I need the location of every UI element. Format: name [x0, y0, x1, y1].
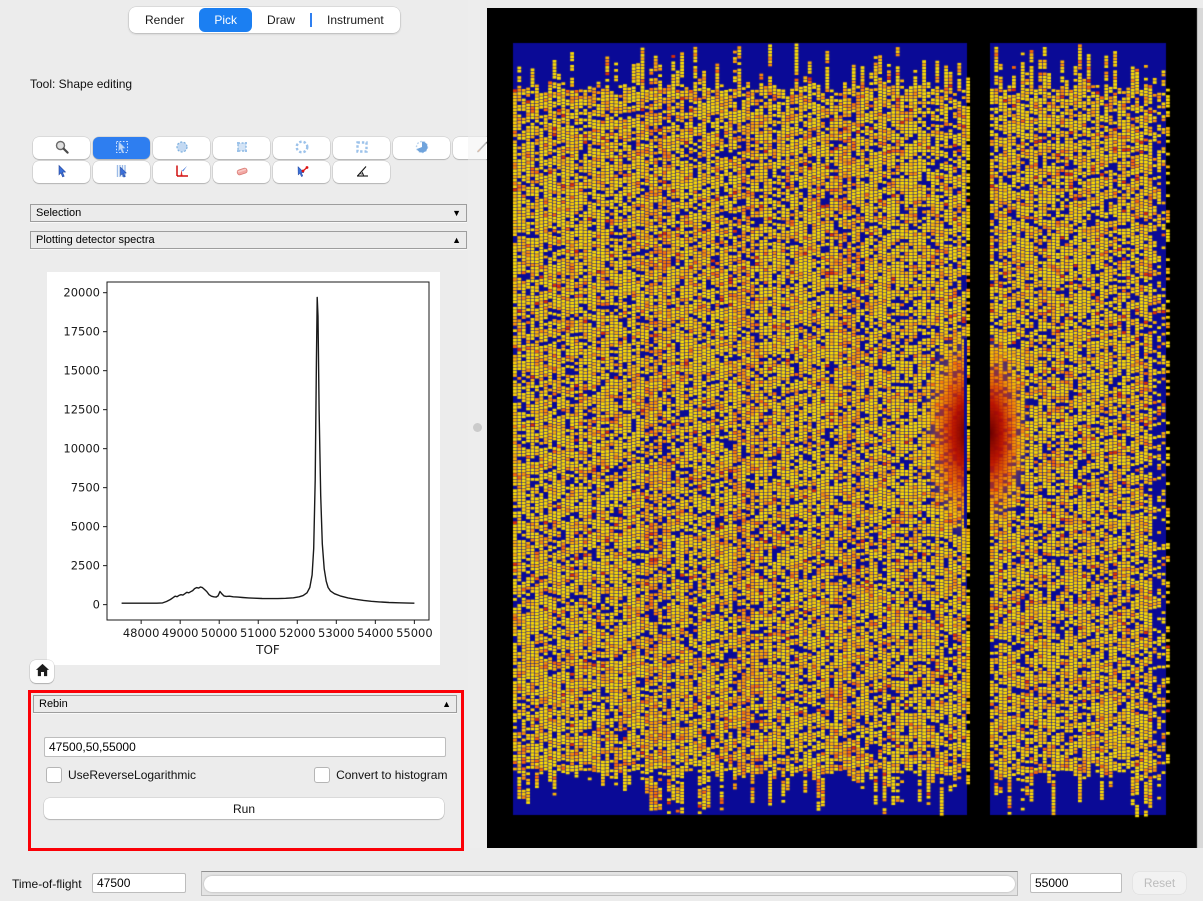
rebin-section: Rebin ▲ UseReverseLogarithmic Convert to… [28, 690, 464, 851]
svg-text:15000: 15000 [63, 364, 100, 378]
tof-range-slider[interactable] [201, 871, 1018, 896]
reset-button[interactable]: Reset [1133, 872, 1186, 894]
rebin-section-label: Rebin [39, 698, 68, 710]
run-button[interactable]: Run [44, 798, 444, 819]
detector-heatmap[interactable] [487, 8, 1203, 848]
cursor-arrow-icon [54, 163, 70, 182]
dotted-ring-ellipse-icon [294, 139, 310, 158]
selection-section-header[interactable]: Selection ▼ [30, 204, 467, 222]
pick-tube-tool-button[interactable] [93, 161, 150, 183]
detector-view [487, 8, 1203, 848]
compare-peaks-tool-button[interactable] [273, 161, 330, 183]
tab-pick[interactable]: Pick [199, 8, 252, 32]
svg-text:2500: 2500 [71, 559, 100, 573]
pick-toolbar-row2: θ [33, 161, 390, 183]
svg-text:7500: 7500 [71, 481, 100, 495]
angle-theta-icon: θ [354, 163, 370, 182]
shape-toolbar-row1 [33, 137, 510, 159]
plotting-section-label: Plotting detector spectra [36, 234, 155, 246]
tof-slider-thumb[interactable] [204, 876, 1015, 892]
svg-text:12500: 12500 [63, 403, 100, 417]
dotted-ring-rectangle-icon [354, 139, 370, 158]
tof-min-input[interactable] [92, 873, 186, 893]
edit-shape-icon [114, 139, 130, 158]
svg-text:17500: 17500 [63, 325, 100, 339]
plotting-section-header[interactable]: Plotting detector spectra ▲ [30, 231, 467, 249]
tab-instrument[interactable]: Instrument [312, 8, 399, 32]
svg-text:49000: 49000 [162, 626, 199, 640]
pick-pixel-tool-button[interactable] [33, 161, 90, 183]
svg-text:TOF: TOF [255, 643, 280, 657]
eraser-icon [234, 163, 250, 182]
svg-text:48000: 48000 [123, 626, 160, 640]
rebin-options-row: UseReverseLogarithmic Convert to histogr… [46, 767, 447, 783]
chevron-up-icon: ▲ [442, 700, 451, 709]
checkbox-icon [46, 767, 62, 783]
svg-text:54000: 54000 [357, 626, 394, 640]
tab-render[interactable]: Render [130, 8, 199, 32]
sector-icon [414, 139, 430, 158]
svg-text:51000: 51000 [240, 626, 277, 640]
use-reverse-logarithmic-checkbox[interactable]: UseReverseLogarithmic [46, 767, 196, 783]
home-icon [35, 663, 50, 680]
chevron-down-icon: ▼ [452, 209, 461, 218]
measure-angle-tool-button[interactable]: θ [333, 161, 390, 183]
tof-max-input[interactable] [1030, 873, 1122, 893]
svg-text:52000: 52000 [279, 626, 316, 640]
svg-text:10000: 10000 [63, 442, 100, 456]
striped-arrow-icon [114, 163, 130, 182]
draw-ellipse-tool-button[interactable] [153, 137, 210, 159]
convert-to-histogram-checkbox[interactable]: Convert to histogram [314, 767, 447, 783]
chevron-up-icon: ▲ [452, 236, 461, 245]
svg-text:20000: 20000 [63, 286, 100, 300]
draw-ring-ellipse-tool-button[interactable] [273, 137, 330, 159]
svg-text:θ: θ [360, 171, 363, 177]
spectrum-plot-panel: 0 2500 5000 7500 10000 12500 15000 17500 20000 48… [47, 272, 440, 665]
draw-rectangle-tool-button[interactable] [213, 137, 270, 159]
instrument-view-window: Render Pick Draw Instrument Tool: Shape … [0, 0, 1203, 901]
edit-shape-tool-button[interactable] [93, 137, 150, 159]
svg-text:53000: 53000 [318, 626, 355, 640]
svg-text:0: 0 [93, 598, 100, 612]
dotted-rectangle-icon [234, 139, 250, 158]
checkbox-icon [314, 767, 330, 783]
view-tabs: Render Pick Draw Instrument [129, 7, 400, 33]
tab-draw[interactable]: Draw [252, 8, 310, 32]
convert-to-histogram-label: Convert to histogram [336, 768, 447, 782]
splitter-handle[interactable] [473, 423, 482, 432]
draw-sector-tool-button[interactable] [393, 137, 450, 159]
magnifier-icon [54, 139, 70, 158]
selection-section-label: Selection [36, 207, 81, 219]
svg-text:55000: 55000 [396, 626, 433, 640]
rebin-params-input[interactable] [44, 737, 446, 757]
peak-link-icon [294, 163, 310, 182]
erase-peak-tool-button[interactable] [213, 161, 270, 183]
svg-text:5000: 5000 [71, 520, 100, 534]
svg-text:50000: 50000 [201, 626, 238, 640]
rebin-section-header[interactable]: Rebin ▲ [33, 695, 457, 713]
peak-plot-icon [174, 163, 190, 182]
tool-status-label: Tool: Shape editing [30, 77, 132, 91]
time-of-flight-label: Time-of-flight [12, 877, 82, 891]
plot-home-button[interactable] [30, 660, 54, 683]
add-peak-tool-button[interactable] [153, 161, 210, 183]
draw-ring-rectangle-tool-button[interactable] [333, 137, 390, 159]
use-reverse-logarithmic-label: UseReverseLogarithmic [68, 768, 196, 782]
dotted-ellipse-icon [174, 139, 190, 158]
zoom-tool-button[interactable] [33, 137, 90, 159]
spectrum-plot: 0 2500 5000 7500 10000 12500 15000 17500 20000 48… [47, 272, 440, 665]
